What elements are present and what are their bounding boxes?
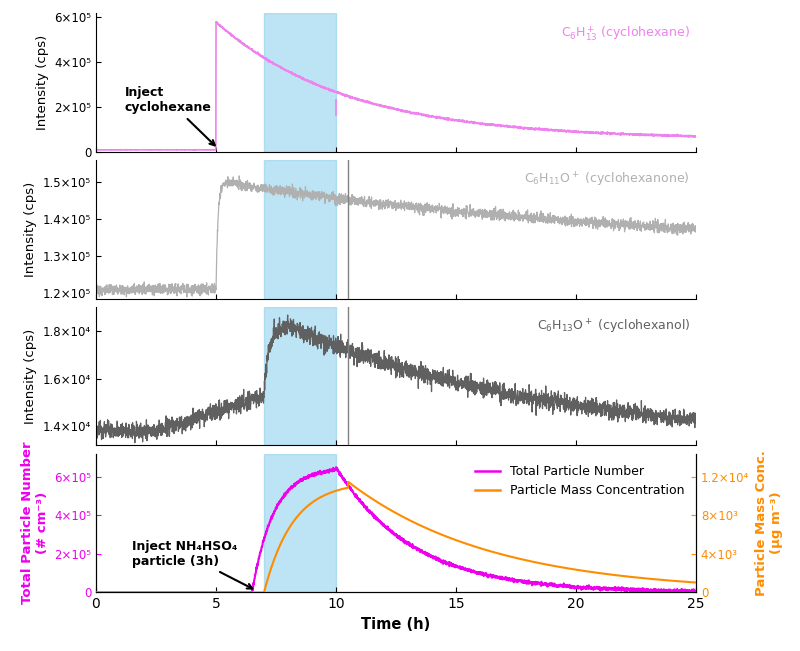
Text: Inject NH₄HSO₄
particle (3h): Inject NH₄HSO₄ particle (3h) bbox=[132, 540, 252, 589]
Bar bbox=[264, 13, 336, 152]
Y-axis label: Intensity (cps): Intensity (cps) bbox=[35, 35, 49, 130]
Y-axis label: Intensity (cps): Intensity (cps) bbox=[24, 329, 38, 424]
Text: $\rm C_6H_{13}O^+$ (cyclohexanol): $\rm C_6H_{13}O^+$ (cyclohexanol) bbox=[537, 318, 690, 337]
Text: $\rm C_6H_{11}O^+$ (cyclohexanone): $\rm C_6H_{11}O^+$ (cyclohexanone) bbox=[524, 171, 690, 189]
Y-axis label: Intensity (cps): Intensity (cps) bbox=[24, 182, 38, 277]
X-axis label: Time (h): Time (h) bbox=[362, 617, 430, 632]
Text: $\rm C_6H_{13}^+$ (cyclohexane): $\rm C_6H_{13}^+$ (cyclohexane) bbox=[561, 24, 690, 43]
Legend: Total Particle Number, Particle Mass Concentration: Total Particle Number, Particle Mass Con… bbox=[470, 460, 690, 503]
Y-axis label: Total Particle Number
(# cm⁻³): Total Particle Number (# cm⁻³) bbox=[21, 442, 49, 604]
Bar bbox=[264, 307, 336, 445]
Text: Inject
cyclohexane: Inject cyclohexane bbox=[125, 86, 214, 145]
Bar bbox=[264, 160, 336, 299]
Bar bbox=[264, 454, 336, 592]
Y-axis label: Particle Mass Conc.
(μg m⁻³): Particle Mass Conc. (μg m⁻³) bbox=[754, 450, 782, 596]
